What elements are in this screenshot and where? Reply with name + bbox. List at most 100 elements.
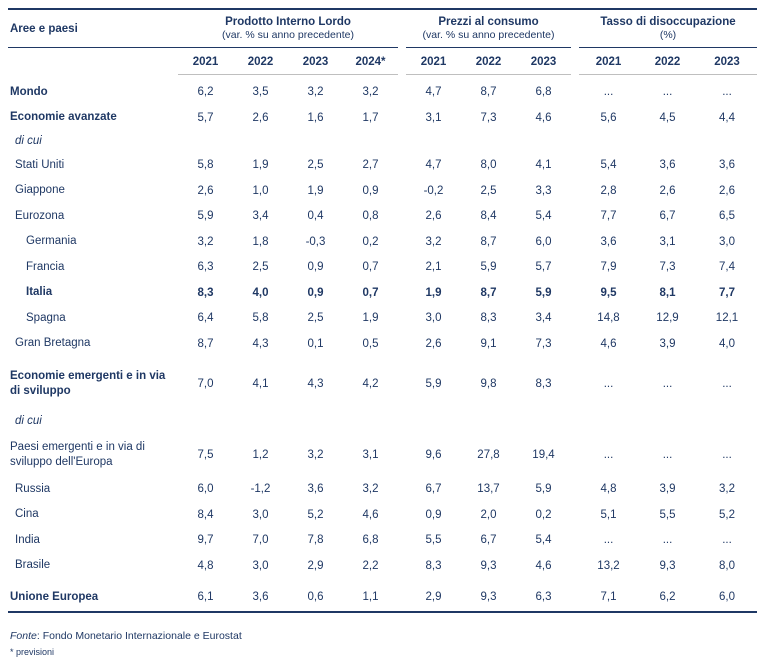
value-cell-gdp-3: 0,5	[362, 337, 379, 350]
value-cell-gdp-2: 2,5	[307, 312, 324, 325]
value-cell-gdp-3: 0,9	[362, 184, 379, 197]
value-cell-unemp-1: 5,5	[659, 508, 676, 521]
value-cell-gdp-2: 3,2	[307, 86, 324, 99]
value-cell-cpi-2: 3,3	[535, 184, 552, 197]
value-cell-unemp-2: 3,2	[719, 483, 735, 496]
value-cell-unemp-0: 5,4	[600, 159, 617, 172]
value-cell-cpi-0: 6,7	[425, 483, 442, 496]
row-label: di cui	[15, 415, 42, 428]
value-cell-gdp-3: 0,2	[362, 235, 379, 248]
value-cell-unemp-0: 14,8	[597, 312, 620, 325]
row-label: Italia	[26, 286, 53, 299]
value-cell-unemp-2: 3,6	[719, 159, 735, 172]
year-column-header: 2023	[288, 48, 343, 75]
value-cell-cpi-0: 8,3	[425, 559, 442, 572]
value-cell-cpi-2: 6,8	[535, 86, 552, 99]
value-cell-cpi-2: 7,3	[535, 337, 552, 350]
value-cell-unemp-0: 13,2	[597, 559, 620, 572]
value-cell-gdp-2: 0,4	[307, 210, 324, 223]
value-cell-gdp-2: 0,1	[307, 337, 324, 350]
row-label: di cui	[15, 135, 42, 148]
value-cell-gdp-1: 3,4	[252, 210, 269, 223]
row-label: Economie emergenti e in via di sviluppo	[10, 369, 166, 397]
value-cell-gdp-0: 6,0	[197, 483, 214, 496]
row-label: Russia	[15, 482, 51, 495]
value-cell-gdp-0: 6,1	[197, 591, 214, 603]
value-cell-cpi-2: 5,9	[535, 286, 552, 299]
row-label: Paesi emergenti e in via di sviluppo del…	[10, 440, 145, 468]
value-cell-cpi-2: 8,3	[535, 377, 552, 390]
group-subtitle-unemployment: (%)	[659, 29, 677, 42]
value-cell-unemp-2: 6,5	[719, 210, 735, 223]
value-cell-unemp-0: 5,6	[600, 111, 617, 124]
group-title-consumer-prices: Prezzi al consumo	[438, 16, 539, 28]
value-cell-gdp-1: 2,6	[252, 111, 269, 124]
row-label: Francia	[26, 260, 65, 273]
value-cell-gdp-1: 1,2	[252, 448, 269, 461]
value-cell-gdp-2: 5,2	[307, 508, 324, 521]
value-cell-unemp-2: ...	[722, 377, 732, 390]
value-cell-gdp-0: 9,7	[197, 534, 214, 547]
value-cell-unemp-2: 7,4	[719, 261, 735, 274]
value-cell-unemp-1: 7,3	[659, 261, 676, 274]
value-cell-cpi-1: 9,3	[480, 591, 497, 603]
value-cell-unemp-2: 6,0	[719, 591, 735, 603]
table-row-economie-avanzate: Economie avanzate 5,7 2,6 1,6 1,7 3,1 7,3 4,6 5,…	[8, 105, 757, 131]
value-cell-gdp-3: 0,7	[362, 286, 379, 299]
value-cell-unemp-2: ...	[722, 448, 732, 461]
value-cell-gdp-2: 0,9	[307, 261, 324, 274]
value-cell-cpi-2: 5,7	[535, 261, 552, 274]
value-cell-unemp-2: 5,2	[719, 508, 735, 521]
row-label: Spagna	[26, 311, 66, 324]
value-cell-gdp-3: 4,2	[362, 377, 379, 390]
year-column-header: 2022	[638, 48, 697, 75]
source-text: : Fondo Monetario Internazionale e Euros…	[36, 629, 242, 642]
value-cell-unemp-0: 4,8	[600, 483, 617, 496]
value-cell-cpi-1: 8,0	[480, 159, 497, 172]
header-spacer	[398, 10, 406, 48]
value-cell-unemp-1: 8,1	[659, 286, 676, 299]
value-cell-cpi-0: 9,6	[425, 448, 442, 461]
value-cell-unemp-0: 9,5	[600, 286, 617, 299]
value-cell-cpi-0: 4,7	[425, 86, 442, 99]
table-row-cina: Cina 8,4 3,0 5,2 4,6 0,9 2,0 0,2 5,1 5,5 5,2	[8, 502, 757, 528]
row-label: Gran Bretagna	[15, 337, 91, 350]
table-row-russia: Russia 6,0 -1,2 3,6 3,2 6,7 13,7 5,9 4,8 3,9 3,2	[8, 477, 757, 503]
value-cell-unemp-2: ...	[722, 86, 732, 99]
value-cell-gdp-2: 1,6	[307, 111, 324, 124]
value-cell-gdp-0: 5,7	[197, 111, 214, 124]
value-cell-gdp-2: 0,9	[307, 286, 324, 299]
value-cell-unemp-0: ...	[603, 377, 614, 390]
value-cell-gdp-3: 3,1	[362, 448, 379, 461]
value-cell-cpi-1: 9,1	[480, 337, 497, 350]
table-row-stati-uniti: Stati Uniti 5,8 1,9 2,5 2,7 4,7 8,0 4,1 5,4 3,6 3,…	[8, 153, 757, 179]
value-cell-cpi-1: 7,3	[480, 111, 497, 124]
value-cell-cpi-2: 0,2	[535, 508, 552, 521]
value-cell-cpi-2: 6,0	[535, 235, 552, 248]
row-label: Stati Uniti	[15, 158, 65, 171]
value-cell-cpi-1: 8,4	[480, 210, 497, 223]
value-cell-cpi-0: 2,1	[425, 261, 442, 274]
value-cell-gdp-3: 1,9	[362, 312, 379, 325]
group-subtitle-gdp: (var. % su anno precedente)	[222, 29, 354, 42]
value-cell-gdp-2: 2,5	[307, 159, 324, 172]
source-label: Fonte	[10, 629, 37, 642]
column-header-aree-e-paesi: Aree e paesi	[8, 10, 178, 48]
table-row-unione-europea: Unione Europea 6,1 3,6 0,6 1,1 2,9 9,3 6,3 7,1 6,…	[8, 584, 757, 613]
value-cell-gdp-1: 4,0	[252, 286, 269, 299]
row-label: Germania	[26, 235, 77, 248]
table-row-brasile: Brasile 4,8 3,0 2,9 2,2 8,3 9,3 4,6 13,2 9,3 8,0	[8, 553, 757, 579]
value-cell-unemp-1: 6,2	[659, 591, 676, 603]
value-cell-gdp-3: 6,8	[362, 534, 379, 547]
value-cell-gdp-0: 5,9	[197, 210, 214, 223]
row-label: Giappone	[15, 184, 65, 197]
table-header-groups: Aree e paesi Prodotto Interno Lordo (var…	[8, 10, 757, 48]
value-cell-gdp-3: 3,2	[362, 483, 379, 496]
value-cell-cpi-1: 9,8	[480, 377, 497, 390]
value-cell-cpi-1: 9,3	[480, 559, 497, 572]
value-cell-cpi-1: 27,8	[477, 448, 500, 461]
table-row-giappone: Giappone 2,6 1,0 1,9 0,9 -0,2 2,5 3,3 2,8 2,6 2,6	[8, 178, 757, 204]
value-cell-gdp-1: 3,6	[252, 591, 269, 603]
year-column-header: 2022	[233, 48, 288, 75]
